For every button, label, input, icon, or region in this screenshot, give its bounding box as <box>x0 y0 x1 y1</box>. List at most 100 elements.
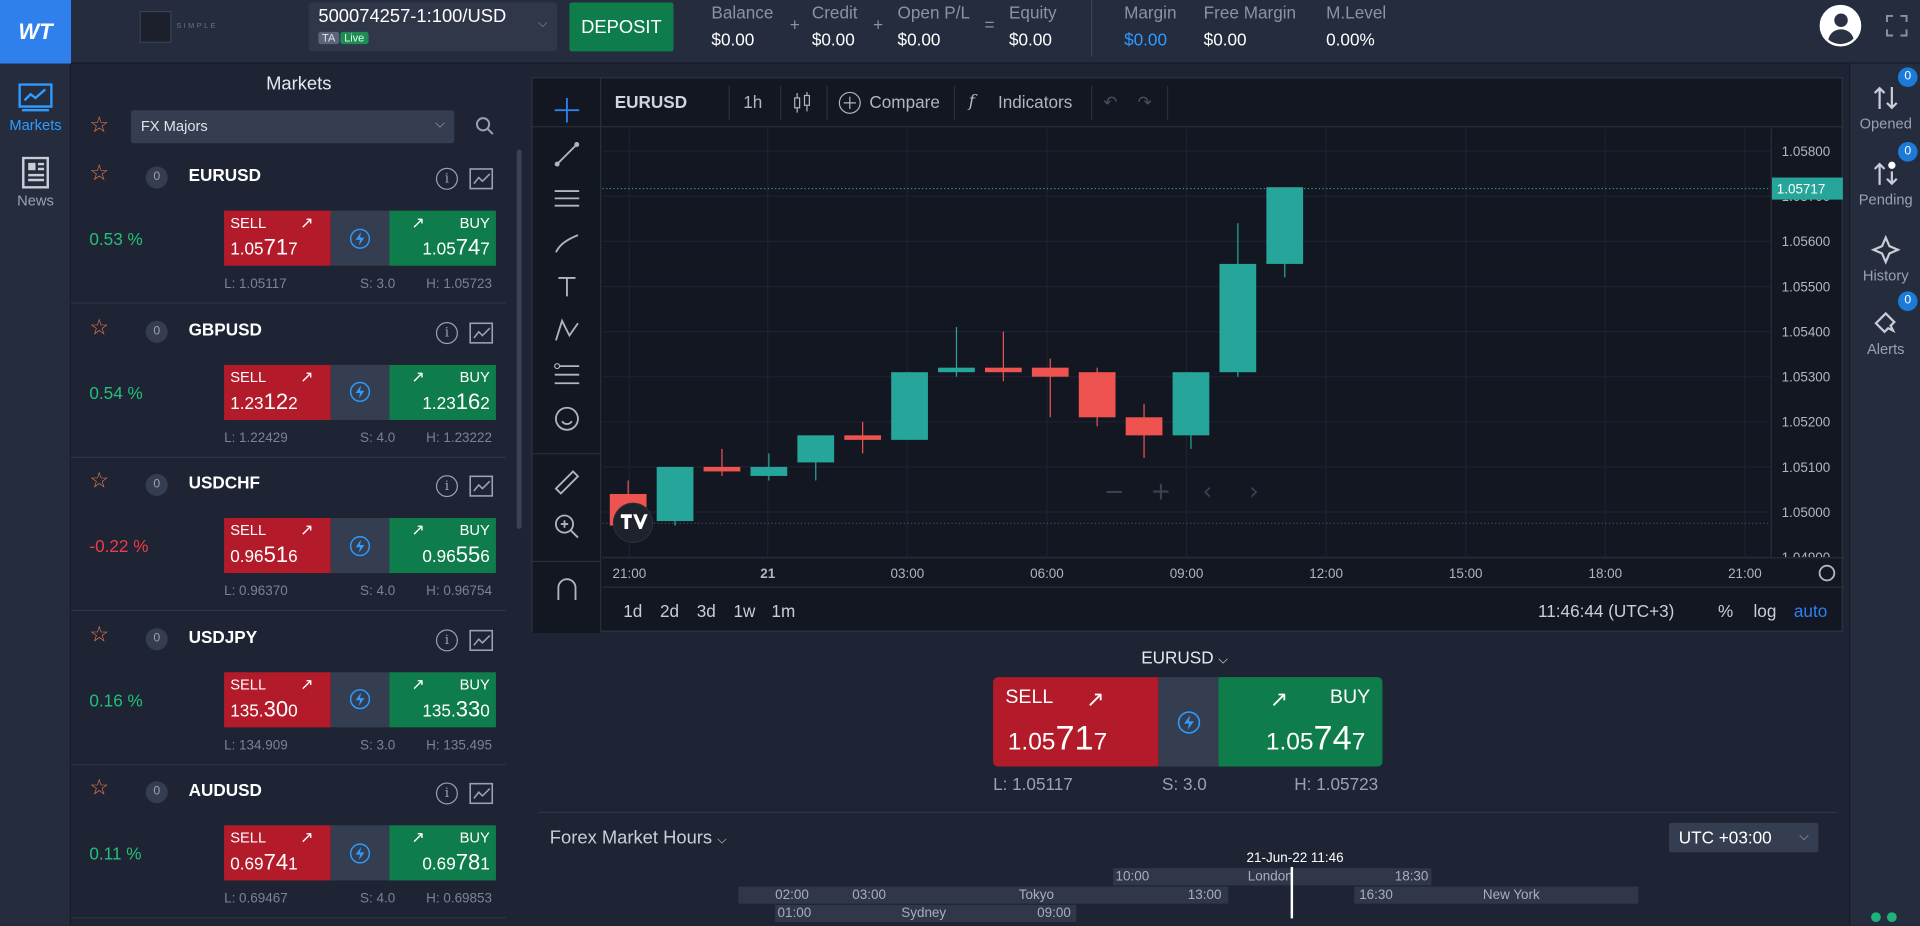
zoom-in-icon[interactable] <box>552 512 581 541</box>
quick-trade-symbol[interactable]: EURUSD ⌵ <box>1141 648 1227 668</box>
instrument-row[interactable]: ☆ 0 GBPUSD i 0.54 % SELL ↗ 1.23122 ↗ BUY 1.23162 L:… <box>71 304 506 458</box>
timezone-select[interactable]: UTC +03:00 ⌵ <box>1668 822 1819 853</box>
favorite-star-icon[interactable]: ☆ <box>89 467 110 493</box>
markets-scrollbar[interactable] <box>516 149 522 529</box>
candle[interactable] <box>1125 403 1163 458</box>
info-icon[interactable]: i <box>435 782 458 805</box>
magnet-icon[interactable] <box>552 576 581 605</box>
candlestick-plot[interactable]: − + ‹ › <box>602 128 1771 558</box>
instrument-row[interactable]: ☆ 0 EURUSD i 0.53 % SELL ↗ 1.05717 ↗ BUY 1.05747 L:… <box>71 151 506 304</box>
chart-icon[interactable] <box>469 321 494 347</box>
range-1d[interactable]: 1d <box>623 601 643 621</box>
buy-button[interactable]: ↗ BUY 1.23162 <box>389 364 496 420</box>
candle[interactable] <box>891 372 928 440</box>
range-1w[interactable]: 1w <box>733 601 756 621</box>
instrument-row[interactable]: ☆ 0 USDCHF i -0.22 % SELL ↗ 0.96516 ↗ BUY 0.96556 L… <box>71 458 506 612</box>
range-2d[interactable]: 2d <box>660 601 680 621</box>
info-icon[interactable]: i <box>435 628 458 651</box>
auto-scale-toggle[interactable]: auto <box>1793 601 1828 621</box>
pattern-icon[interactable] <box>552 316 581 345</box>
buy-button[interactable]: ↗ BUY 135.330 <box>389 671 496 727</box>
account-selector[interactable]: 500074257-1:100/USD TA Live ⌵ <box>308 2 558 52</box>
buy-button[interactable]: ↗ BUY 0.69781 <box>389 825 496 881</box>
log-scale-toggle[interactable]: log <box>1753 601 1777 621</box>
candle[interactable] <box>1172 372 1210 449</box>
instrument-symbol[interactable]: USDCHF <box>188 472 261 493</box>
brush-icon[interactable] <box>552 228 581 257</box>
one-click-trading-toggle[interactable] <box>330 517 390 574</box>
instrument-symbol[interactable]: USDJPY <box>188 626 258 646</box>
one-click-trading-toggle[interactable] <box>1158 677 1219 767</box>
chart-icon[interactable] <box>469 782 494 808</box>
buy-button[interactable]: ↗ BUY 1.05747 <box>389 210 496 266</box>
sell-button[interactable]: SELL ↗ 135.300 <box>224 671 331 727</box>
indicators-button[interactable]: Indicators <box>997 91 1073 112</box>
quick-buy-button[interactable]: ↗ BUY 1.05747 <box>1218 677 1383 767</box>
chart-icon[interactable] <box>469 168 494 194</box>
zoom-in-icon[interactable]: + <box>1151 477 1172 506</box>
one-click-trading-toggle[interactable] <box>330 671 390 727</box>
sell-button[interactable]: SELL ↗ 0.96516 <box>224 517 331 574</box>
one-click-trading-toggle[interactable] <box>330 210 390 266</box>
zoom-out-icon[interactable]: − <box>1104 477 1125 506</box>
rail-opened[interactable]: Opened <box>1850 83 1920 132</box>
sell-button[interactable]: SELL ↗ 1.23122 <box>224 364 331 420</box>
rail-markets[interactable]: Markets <box>0 83 71 133</box>
undo-icon[interactable]: ↶ <box>1103 91 1118 112</box>
forex-hours-title[interactable]: Forex Market Hours ⌵ <box>550 828 727 849</box>
candle[interactable] <box>1031 358 1069 418</box>
candle[interactable] <box>750 453 788 481</box>
range-1m[interactable]: 1m <box>771 601 796 621</box>
search-icon[interactable] <box>475 116 495 136</box>
market-filter-select[interactable]: FX Majors ⌵ <box>131 110 455 144</box>
horizontal-lines-icon[interactable] <box>552 184 581 213</box>
redo-icon[interactable]: ↷ <box>1137 91 1152 112</box>
interval-button[interactable]: 1h <box>743 91 763 112</box>
candle[interactable] <box>797 435 835 481</box>
candle[interactable] <box>1266 187 1304 278</box>
info-icon[interactable]: i <box>435 475 458 498</box>
favorite-star-icon[interactable]: ☆ <box>89 160 110 185</box>
user-avatar-icon[interactable] <box>1819 4 1862 47</box>
compare-button[interactable]: Compare <box>869 91 940 112</box>
info-icon[interactable]: i <box>435 167 458 190</box>
sell-button[interactable]: SELL ↗ 0.69741 <box>224 825 331 881</box>
candle[interactable] <box>984 331 1022 382</box>
fib-icon[interactable] <box>552 360 581 389</box>
candle[interactable] <box>703 448 741 476</box>
rail-news[interactable]: News <box>0 156 71 209</box>
candle[interactable] <box>844 421 882 454</box>
candle[interactable] <box>938 327 975 377</box>
ruler-icon[interactable] <box>552 468 581 497</box>
candle-type-icon[interactable] <box>792 91 812 114</box>
rail-history[interactable]: History <box>1850 235 1920 284</box>
text-tool-icon[interactable] <box>552 272 581 301</box>
instrument-symbol[interactable]: AUDUSD <box>188 780 262 800</box>
percent-scale-toggle[interactable]: % <box>1717 601 1734 621</box>
sell-button[interactable]: SELL ↗ 1.05717 <box>224 210 331 266</box>
tradingview-logo-icon[interactable] <box>612 502 654 544</box>
rail-alerts[interactable]: Alerts <box>1850 309 1920 358</box>
instrument-row[interactable]: ☆ 0 AUDUSD i 0.11 % SELL ↗ 0.69741 ↗ BUY 0.69781 L:… <box>71 765 506 919</box>
candle[interactable] <box>656 466 694 526</box>
trend-line-icon[interactable] <box>552 140 581 169</box>
buy-button[interactable]: ↗ BUY 0.96556 <box>389 517 496 574</box>
candle[interactable] <box>1078 367 1116 427</box>
favorite-star-icon[interactable]: ☆ <box>89 775 110 800</box>
favorite-star-icon[interactable]: ☆ <box>89 621 110 646</box>
favorite-star-icon[interactable]: ☆ <box>89 314 110 339</box>
rail-pending[interactable]: Pending <box>1850 159 1920 208</box>
chart-settings-icon[interactable] <box>1818 564 1836 582</box>
fullscreen-icon[interactable] <box>1885 14 1908 43</box>
candle[interactable] <box>1219 223 1257 377</box>
scroll-right-icon[interactable]: › <box>1249 477 1259 506</box>
one-click-trading-toggle[interactable] <box>330 825 390 881</box>
chart-symbol[interactable]: EURUSD <box>614 91 688 112</box>
instrument-symbol[interactable]: GBPUSD <box>188 318 262 339</box>
range-3d[interactable]: 3d <box>696 601 716 621</box>
chart-icon[interactable] <box>469 629 494 655</box>
app-logo[interactable]: WT <box>0 0 72 64</box>
one-click-trading-toggle[interactable] <box>330 364 390 420</box>
scroll-left-icon[interactable]: ‹ <box>1202 477 1212 506</box>
deposit-button[interactable]: DEPOSIT <box>569 2 674 52</box>
